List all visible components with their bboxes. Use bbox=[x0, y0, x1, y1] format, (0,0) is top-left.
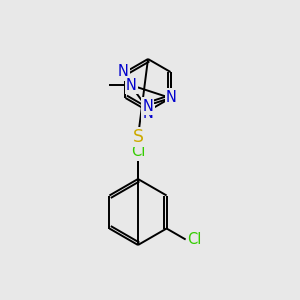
Text: N: N bbox=[118, 64, 129, 80]
Text: N: N bbox=[142, 106, 153, 121]
Text: Cl: Cl bbox=[131, 145, 145, 160]
Text: Cl: Cl bbox=[188, 232, 202, 247]
Text: N: N bbox=[166, 89, 177, 104]
Text: S: S bbox=[133, 128, 143, 146]
Text: Cl: Cl bbox=[188, 232, 202, 247]
Text: Cl: Cl bbox=[131, 145, 145, 160]
Text: N: N bbox=[142, 98, 153, 113]
Text: N: N bbox=[126, 77, 137, 92]
Text: S: S bbox=[133, 128, 143, 146]
